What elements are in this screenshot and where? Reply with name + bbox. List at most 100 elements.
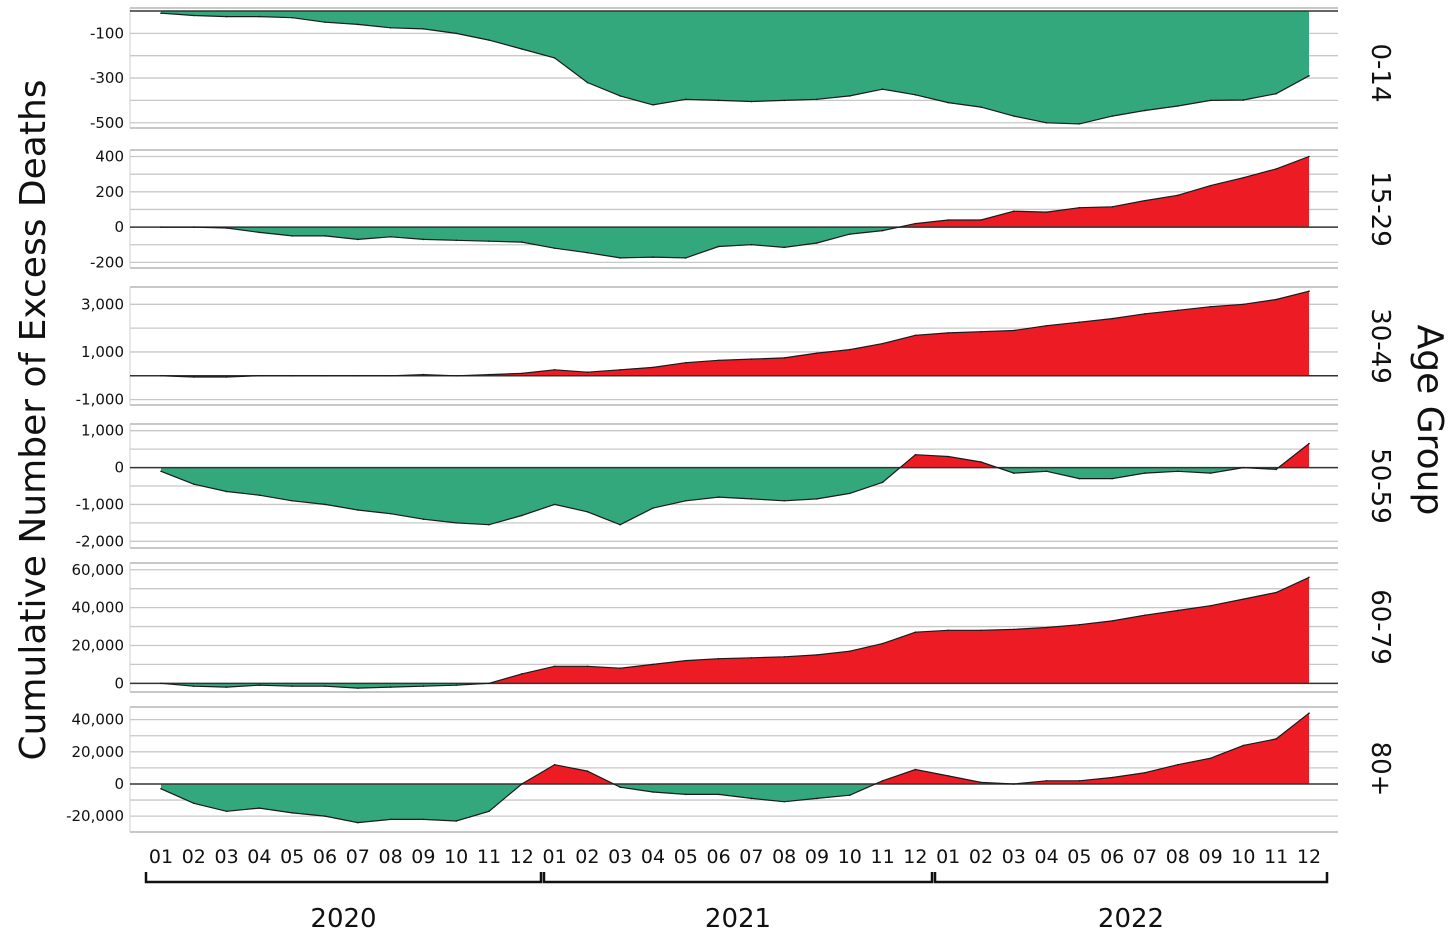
data-point <box>1308 576 1310 579</box>
data-point <box>258 15 261 18</box>
data-point <box>1045 779 1048 782</box>
data-point <box>225 15 228 18</box>
data-point <box>225 686 228 688</box>
data-point <box>291 235 294 237</box>
data-point <box>619 667 621 669</box>
data-point <box>422 818 425 821</box>
data-point <box>652 256 654 258</box>
data-point <box>455 684 458 687</box>
data-point <box>553 369 556 371</box>
data-point <box>193 376 195 378</box>
bracket-line <box>144 872 543 884</box>
data-point <box>652 507 654 509</box>
data-point <box>1078 779 1081 782</box>
data-point <box>816 654 818 656</box>
data-point <box>160 226 162 228</box>
data-point <box>1111 477 1113 480</box>
data-point <box>980 781 982 784</box>
data-point <box>1242 303 1245 306</box>
data-point <box>1078 623 1081 626</box>
data-point <box>619 369 621 371</box>
data-point <box>685 659 687 662</box>
data-point <box>1045 470 1048 473</box>
data-point <box>521 514 523 517</box>
month-tick-label: 03 <box>1002 846 1026 868</box>
data-point <box>881 481 884 484</box>
data-point <box>291 685 294 687</box>
data-point <box>422 238 425 241</box>
data-point <box>488 39 490 41</box>
y-tick-label: 0 <box>114 459 124 477</box>
data-point <box>1275 591 1277 594</box>
data-point <box>980 219 982 221</box>
month-tick-label: 07 <box>1133 846 1157 868</box>
data-point <box>685 361 687 364</box>
data-point <box>553 57 556 59</box>
y-tick-label: -1,000 <box>76 391 124 409</box>
data-point <box>160 374 162 377</box>
month-tick-label: 05 <box>674 846 698 868</box>
data-point <box>1209 99 1212 102</box>
data-point <box>652 663 654 666</box>
series-line <box>161 155 1310 259</box>
data-point <box>422 685 425 687</box>
data-point <box>1013 210 1015 213</box>
data-point <box>816 242 818 244</box>
data-point <box>849 794 851 797</box>
data-point <box>160 12 162 15</box>
data-point <box>258 231 261 234</box>
data-point <box>1144 771 1146 774</box>
data-point <box>849 492 851 495</box>
data-point <box>258 374 261 377</box>
data-point <box>914 334 917 337</box>
age-group-label: 15-29 <box>1365 171 1395 247</box>
y-tick-label: 1,000 <box>81 422 124 440</box>
data-point <box>586 371 589 374</box>
series-line <box>160 290 1310 378</box>
data-point <box>422 373 425 376</box>
y-tick-label: -20,000 <box>66 807 124 825</box>
y-tick-label: 400 <box>95 148 124 166</box>
data-point <box>389 235 392 238</box>
y-tick-label: 200 <box>95 183 124 201</box>
month-tick-label: 09 <box>1199 846 1223 868</box>
data-point <box>1013 783 1015 785</box>
data-point <box>1144 313 1146 315</box>
y-tick-label: -500 <box>90 114 124 132</box>
month-tick-label: 07 <box>346 846 370 868</box>
data-point <box>1177 309 1179 312</box>
data-point <box>1275 468 1277 471</box>
age-group-label: 0-14 <box>1365 43 1395 102</box>
data-point <box>455 32 458 35</box>
data-point <box>1144 614 1146 616</box>
data-point <box>947 775 949 777</box>
data-point <box>881 342 884 345</box>
data-point <box>324 815 326 817</box>
data-point <box>619 95 621 97</box>
data-point <box>1111 205 1113 208</box>
data-point <box>193 226 195 228</box>
data-point <box>553 247 556 250</box>
series-line <box>160 576 1310 689</box>
month-tick-label: 05 <box>1067 846 1091 868</box>
data-point <box>160 470 162 473</box>
data-point <box>291 812 294 814</box>
month-tick-label: 12 <box>1297 846 1321 868</box>
positive-area <box>900 454 998 468</box>
data-point <box>1078 321 1081 323</box>
data-point <box>849 95 851 97</box>
data-point <box>389 26 392 29</box>
data-point <box>455 522 458 524</box>
data-point <box>914 453 917 456</box>
series-line <box>160 12 1310 125</box>
data-point <box>357 374 359 377</box>
y-tick-label: -100 <box>90 24 124 42</box>
y-tick-label: 0 <box>114 775 124 793</box>
data-point <box>783 99 785 102</box>
panel-50-59: 1,000 0 -1,000 -2,000 50-59 <box>76 422 1395 551</box>
data-point <box>488 373 490 376</box>
data-point <box>685 793 687 796</box>
data-point <box>750 656 753 659</box>
data-point <box>1177 105 1179 107</box>
